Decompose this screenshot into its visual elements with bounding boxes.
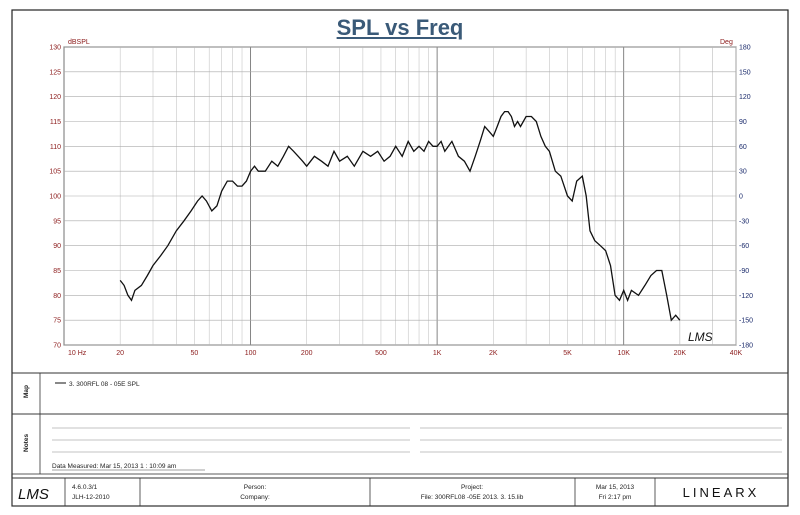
date: Mar 15, 2013: [596, 484, 635, 491]
y-right-tick-label: 30: [739, 169, 747, 176]
y-tick-label: 80: [53, 293, 61, 300]
y-tick-label: 120: [49, 94, 61, 101]
y-axis-label-right: Deg: [720, 39, 733, 46]
footer: [11, 477, 789, 507]
y-axis-label-left: dBSPL: [68, 39, 90, 46]
brand-logo: LINEARX: [683, 485, 760, 500]
y-tick-label: 75: [53, 318, 61, 325]
version: 4.6.0.3/1: [72, 484, 98, 491]
map-label: Map: [23, 385, 30, 398]
y-right-tick-label: -150: [739, 318, 753, 325]
notes-lines: [52, 427, 782, 453]
x-tick-label: 50: [191, 350, 199, 357]
y-right-tick-label: 180: [739, 45, 751, 52]
chart-title: SPL vs Freq: [336, 15, 464, 40]
legend-entry: 3. 300RFL 08 - 05E SPL: [69, 381, 140, 388]
y-tick-label: 105: [49, 169, 61, 176]
y-tick-label: 130: [49, 45, 61, 52]
company-label: Company:: [240, 494, 270, 501]
y-right-tick-label: -180: [739, 343, 753, 350]
y-right-tick-label: -30: [739, 218, 749, 225]
notes-label: Notes: [23, 434, 30, 452]
y-tick-label: 125: [49, 69, 61, 76]
x-tick-label: 500: [375, 350, 387, 357]
map-panel: [11, 372, 789, 415]
x-tick-label: 5K: [563, 350, 572, 357]
x-tick-label: 40K: [730, 350, 743, 357]
y-right-tick-label: -90: [739, 268, 749, 275]
x-tick-label: 1K: [433, 350, 442, 357]
y-right-tick-label: 150: [739, 69, 751, 76]
y-right-tick-label: 0: [739, 194, 743, 201]
x-tick-label: 200: [301, 350, 313, 357]
data-measured: Data Measured: Mar 15, 2013 1 : 10:09 am: [52, 463, 176, 470]
x-tick-label: 2K: [489, 350, 498, 357]
date-code: JLH-12-2010: [72, 494, 110, 501]
x-tick-labels: 10 Hz 20 50 100 200 500 1K 2K 5K 10K 20K 40K: [68, 350, 743, 357]
y-right-tick-label: -60: [739, 243, 749, 250]
y-right-tick-label: -120: [739, 293, 753, 300]
x-tick-label: 10 Hz: [68, 350, 87, 357]
x-tick-label: 20K: [674, 350, 687, 357]
y-tick-label: 85: [53, 268, 61, 275]
signature: LMS: [688, 330, 713, 344]
y-right-tick-label: 60: [739, 144, 747, 151]
x-tick-label: 100: [245, 350, 257, 357]
y-tick-label: 95: [53, 218, 61, 225]
x-tick-label: 20: [116, 350, 124, 357]
y-tick-label: 70: [53, 343, 61, 350]
y-tick-label: 110: [50, 144, 61, 151]
project-label: Project:: [461, 484, 483, 491]
y-right-tick-labels: -180 -150 -120 -90 -60 -30 0 30 60 90 120 150 180: [739, 45, 753, 350]
y-tick-labels: 70 75 80 85 90 95 100 105 110 115 120 125 130: [49, 45, 61, 350]
grid: [63, 46, 737, 346]
file-label: File: 300RFL08 -05E 2013. 3. 15.lib: [421, 494, 524, 501]
person-label: Person:: [244, 484, 267, 491]
plot-area: 10 Hz 20 50 100 200 500 1K 2K 5K 10K 20K 40K 70 75 80…: [49, 39, 753, 357]
lms-logo: LMS: [18, 486, 49, 503]
y-tick-label: 90: [53, 243, 61, 250]
time: Fri 2:17 pm: [599, 494, 632, 501]
y-right-tick-label: 120: [739, 94, 751, 101]
notes-panel: [11, 413, 789, 475]
series-line-spl: [119, 110, 681, 322]
y-right-tick-label: 90: [739, 119, 747, 126]
x-tick-label: 10K: [617, 350, 630, 357]
y-tick-label: 100: [49, 194, 61, 201]
y-tick-label: 115: [50, 119, 61, 126]
